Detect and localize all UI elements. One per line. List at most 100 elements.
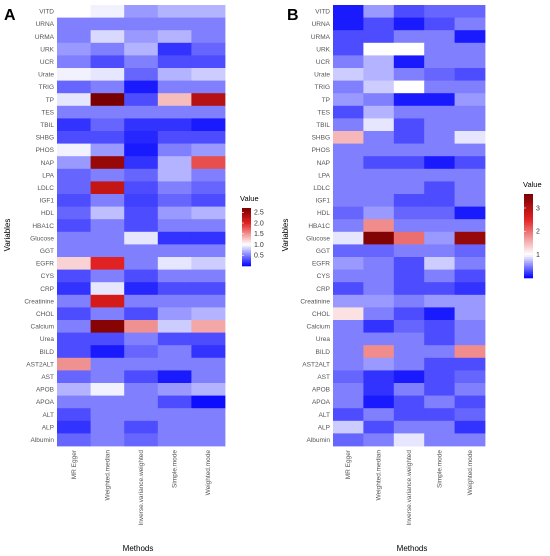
heatmap-cell [424, 206, 455, 220]
heatmap-cell [363, 357, 395, 371]
colorbar-segment [242, 209, 251, 212]
x-tick-label: Simple.mode [172, 450, 179, 488]
heatmap-cell [333, 42, 364, 56]
y-tick-label: PHOS [312, 147, 331, 154]
colorbar-tick-label: 2 [536, 229, 540, 236]
heatmap-cell [424, 80, 455, 94]
heatmap-cell [124, 357, 159, 371]
heatmap-cell [90, 93, 125, 107]
y-tick-label: IGF1 [40, 198, 55, 205]
heatmap-cell [90, 219, 125, 233]
y-tick-label: IGF1 [316, 198, 331, 205]
heatmap-cell [454, 244, 486, 258]
heatmap-cell [363, 17, 395, 31]
heatmap-cell [393, 17, 425, 31]
heatmap-cell [124, 118, 159, 132]
heatmap-cell [333, 17, 364, 31]
colorbar-tick-label: 1.0 [254, 242, 264, 249]
heatmap-cell [90, 257, 125, 270]
x-tick-label: Inverse.variance.weighted [406, 450, 413, 526]
y-tick-label: ALT [319, 412, 330, 419]
y-tick-label: Creatinine [300, 298, 330, 305]
heatmap-cell [57, 231, 91, 245]
colorbar-segment [524, 261, 533, 264]
heatmap-cell [157, 68, 192, 81]
heatmap-cell [393, 105, 425, 119]
x-tick-label: Weighted.median [376, 450, 383, 501]
colorbar-segment [524, 265, 533, 268]
colorbar-segment [242, 234, 251, 236]
y-tick-label: CHOL [312, 311, 330, 318]
heatmap-cell [363, 93, 395, 107]
heatmap-cell [157, 30, 192, 44]
heatmap-cell [333, 206, 364, 220]
panel-a-colorbar-ticks: 0.5 1.0 1.5 2.0 2.5 [242, 210, 264, 260]
heatmap-cell [191, 55, 226, 69]
heatmap-cell [363, 231, 395, 245]
colorbar-segment [242, 219, 251, 222]
heatmap-cell [454, 320, 486, 333]
heatmap-cell [333, 168, 364, 182]
heatmap-cell [124, 5, 159, 18]
heatmap-cell [393, 231, 425, 245]
heatmap-cell [191, 231, 226, 245]
heatmap-cell [57, 42, 91, 56]
heatmap-cell [191, 68, 226, 81]
heatmap-cell [363, 269, 395, 283]
y-tick-label: GGT [40, 248, 54, 255]
heatmap-cell [57, 257, 91, 270]
heatmap-cell [157, 5, 192, 18]
x-tick-label: MR Egger [71, 449, 78, 479]
heatmap-cell [191, 320, 226, 333]
heatmap-cell [157, 42, 192, 56]
heatmap-cell [454, 156, 486, 170]
colorbar-segment [242, 239, 251, 242]
heatmap-cell [363, 320, 395, 333]
heatmap-cell [454, 433, 486, 447]
heatmap-cell [191, 219, 226, 233]
heatmap-cell [57, 219, 91, 233]
heatmap-cell [393, 181, 425, 195]
heatmap-cell [124, 269, 159, 283]
heatmap-cell [124, 433, 159, 447]
heatmap-cell [90, 383, 125, 396]
heatmap-cell [157, 257, 192, 270]
y-tick-label: VITD [315, 9, 330, 16]
colorbar-segment [242, 208, 251, 210]
heatmap-cell [424, 68, 455, 81]
heatmap-cell [424, 420, 455, 434]
heatmap-cell [333, 294, 364, 308]
heatmap-cell [157, 395, 192, 409]
heatmap-cell [363, 345, 395, 359]
heatmap-cell [57, 357, 91, 371]
heatmap-cell [124, 30, 159, 44]
colorbar-segment [242, 247, 251, 249]
heatmap-cell [157, 332, 192, 346]
heatmap-cell [191, 131, 226, 144]
colorbar-segment [242, 222, 251, 225]
heatmap-cell [157, 420, 192, 434]
heatmap-cell [393, 168, 425, 182]
heatmap-cell [90, 105, 125, 119]
heatmap-cell [424, 156, 455, 170]
heatmap-cell [90, 395, 125, 409]
heatmap-cell [454, 194, 486, 207]
heatmap-cell [157, 231, 192, 245]
colorbar-segment [242, 226, 251, 229]
y-tick-label: TRIG [38, 84, 54, 91]
heatmap-cell [191, 118, 226, 132]
heatmap-cell [191, 345, 226, 359]
heatmap-cell [90, 42, 125, 56]
heatmap-cell [333, 55, 364, 69]
heatmap-cell [90, 244, 125, 258]
heatmap-cell [90, 68, 125, 81]
heatmap-cell [90, 80, 125, 94]
heatmap-cell [454, 30, 486, 44]
y-tick-label: LPA [318, 172, 330, 179]
heatmap-cell [363, 68, 395, 81]
heatmap-cell [333, 332, 364, 346]
heatmap-cell [393, 307, 425, 321]
heatmap-cell [454, 93, 486, 107]
heatmap-cell [57, 156, 91, 170]
heatmap-cell [363, 80, 395, 94]
